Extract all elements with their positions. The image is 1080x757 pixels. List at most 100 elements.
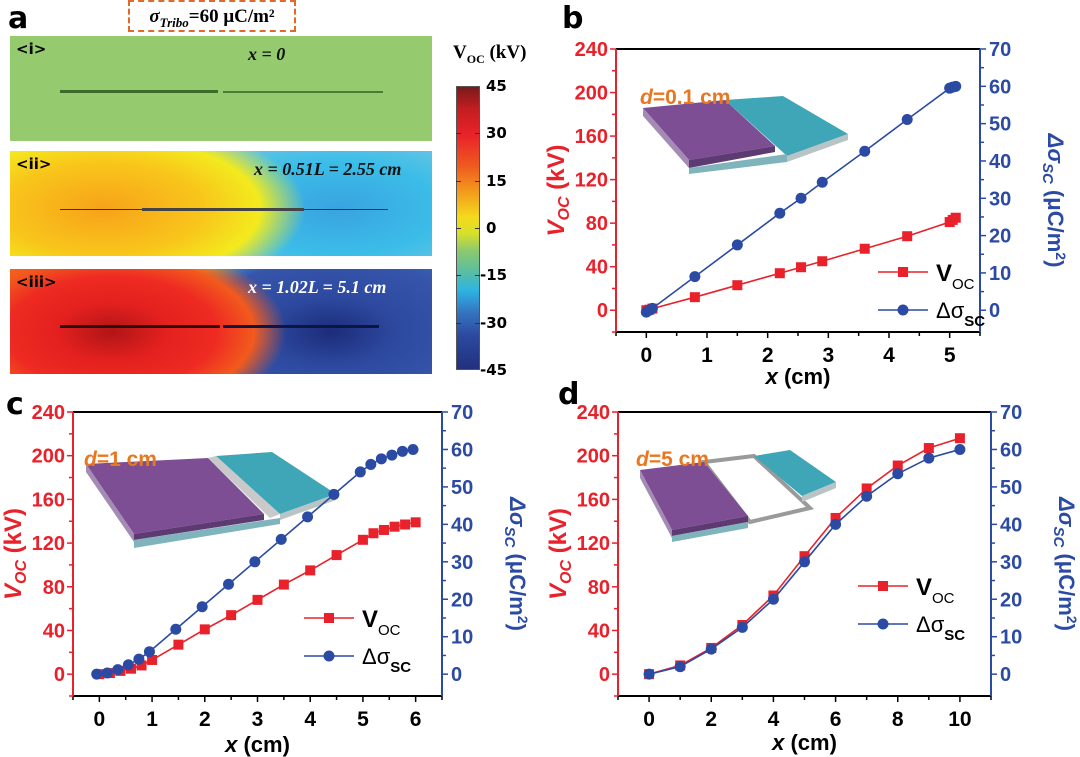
sigma-data-point [223,578,235,590]
voc-data-point [732,280,743,291]
left-y-tick-label: 80 [43,577,65,599]
x-axis-var: x [224,732,238,757]
left-y-tick-label: 240 [577,402,610,424]
legend-voc-main: V [916,574,932,601]
right-y-tick-label: 40 [1000,514,1022,536]
sigma-data-point [354,466,366,478]
inset-teal-layer [754,450,836,496]
voc-data-point [331,550,342,561]
colorbar-tick-label: -30 [480,313,508,332]
sigma-data-point [101,667,113,679]
colorbar-tick-mark [456,322,461,324]
inset-gap [208,456,280,518]
legend-voc-main: V [362,606,378,633]
right-y-label-part: 2 [515,616,531,624]
right-y-tick-label: 30 [989,188,1011,210]
x-axis-var: x [771,730,785,755]
inset-purple-layer [86,458,264,534]
voc-data-point [379,524,390,535]
sigma-data-point [375,453,387,465]
left-y-label-part: OC [558,560,575,584]
voc-data-point [357,534,368,545]
x-tick-label: 0 [643,708,655,731]
right-y-tick-label: 60 [1000,439,1022,461]
inset-substrate [672,522,748,542]
voc-data-point [173,639,184,650]
left-y-tick-label: 0 [599,664,610,686]
left-y-label-part: (kV) [543,144,570,196]
x-tick-label: 4 [304,708,316,731]
left-y-axis-label: VOC (kV) [0,508,30,600]
sigma-data-point [859,145,871,157]
left-y-tick-label: 120 [575,170,608,192]
sigma-data-point [143,646,155,658]
left-y-tick-label: 0 [597,300,608,322]
panel-letter-c: c [6,387,24,422]
colorbar-title-unit: (kV) [484,42,527,63]
map-position-ii: x = 0.51L = 2.55 cm [254,159,402,179]
colorbar-tick-mark [475,133,480,135]
right-y-axis-label: ΔσSC (μC/m2) [1050,496,1080,631]
chart-panel-c: 0 1 2 3 4 5 6 x (cm) 0 40 80 120 160 200 240 0 10 20 30 40 5… [0,402,531,757]
gap-distance-var: d [636,448,650,471]
x-tick-label: 10 [948,708,971,731]
voc-data-point [923,443,934,454]
electrode-bottom [223,325,379,328]
sigma-data-point [91,668,103,680]
header-value: =60 μC/m² [188,6,275,27]
voc-data-point [799,551,810,562]
right-y-tick-label: 70 [1000,402,1022,424]
x-tick-label: 0 [94,708,106,731]
gap-distance-label: d=1 cm [84,448,157,471]
x-axis-unit: (cm) [778,364,831,389]
voc-data-point [861,483,872,494]
left-y-axis-label: VOC (kV) [543,144,573,236]
gap-distance-var: d [640,86,654,109]
sigma-data-point [646,302,658,314]
inset-purple-front [689,146,775,168]
voc-data-point [817,256,828,267]
electrode-top [142,208,304,211]
x-tick-label: 6 [830,708,842,731]
right-y-tick-label: 50 [1000,477,1022,499]
x-tick-label: 1 [146,708,158,731]
chart-panel-d: 0 2 4 6 8 10 x (cm) 0 40 80 120 160 200 240 0 10 20 30 40 5… [545,402,1080,755]
right-y-tick-label: 0 [989,300,1000,322]
colorbar-tick-label: -15 [480,266,508,285]
legend-sigma-main: Δσ [936,298,965,323]
left-y-tick-label: 160 [32,489,65,511]
legend-sigma-label: ΔσSC [916,612,965,644]
legend-sigma-main: Δσ [916,612,945,637]
legend-sigma-label: ΔσSC [936,298,985,330]
legend-voc-marker [898,267,908,277]
map-position-i: x = 0 [248,44,286,64]
right-y-tick-label: 60 [451,439,473,461]
left-y-label-part: OC [556,196,573,220]
voc-data-point [774,268,785,279]
inset-teal-edge [787,134,848,162]
legend-voc-label: VOC [936,260,975,293]
map-label-iii: <iii> [16,273,57,291]
right-y-label-part: (μC/m [1043,184,1068,252]
right-y-label-part: ) [1054,624,1079,631]
sigma-data-point [396,445,408,457]
right-y-label-part: SC [501,526,518,548]
x-axis-unit: (cm) [237,732,290,757]
right-y-tick-label: 50 [451,477,473,499]
voc-data-point [954,433,965,444]
left-y-tick-label: 240 [575,39,608,61]
left-y-tick-label: 200 [32,446,65,468]
inset-purple-front [672,516,748,536]
right-y-tick-label: 30 [451,552,473,574]
right-y-tick-label: 0 [1000,664,1011,686]
legend-voc-marker [878,581,888,591]
legend-voc-label: VOC [362,606,401,639]
colorbar-tick-mark [475,322,480,324]
voc-data-point [226,610,237,621]
right-y-label-part: ) [1043,260,1068,267]
voc-data-point [902,231,913,242]
right-y-tick-label: 70 [989,39,1011,61]
left-y-tick-label: 80 [588,577,610,599]
voc-data-point [389,521,400,532]
sigma-data-point [122,659,134,671]
